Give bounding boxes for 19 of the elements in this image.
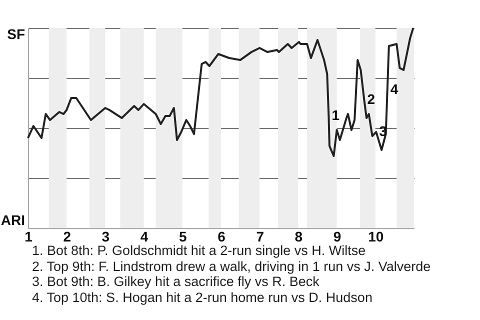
x-tick-label: 10 — [368, 228, 384, 244]
x-tick-label: 7 — [256, 228, 264, 244]
x-tick-label: 8 — [294, 228, 303, 244]
text: 3. Bot 9th: B. Gilkey hit a sacrifice fly vs R. Beck — [32, 274, 320, 290]
x-tick-label: 9 — [333, 228, 342, 244]
text: 4. Top 10th: S. Hogan hit a 2-run home run vs D. Hudson — [32, 290, 374, 305]
x-tick-label: 3 — [102, 228, 110, 244]
text: 1. Bot 8th: P. Goldschmidt hit a 2-run single vs H. Wiltse — [32, 243, 367, 258]
x-tick-label: 2 — [63, 228, 72, 244]
x-tick-label: 5 — [179, 228, 187, 244]
text: ARI — [0, 212, 25, 228]
annotation: 4 — [390, 81, 398, 97]
x-tick-label: 6 — [218, 228, 226, 244]
x-tick-label: 4 — [140, 228, 148, 244]
annotation: 1 — [332, 107, 340, 123]
text: SF — [7, 26, 26, 42]
text: 2. Top 9th: F. Lindstrom drew a walk, driving in 1 run vs J. Valverde — [32, 258, 431, 274]
x-tick-label: 1 — [24, 228, 33, 244]
annotation: 2 — [367, 91, 376, 107]
